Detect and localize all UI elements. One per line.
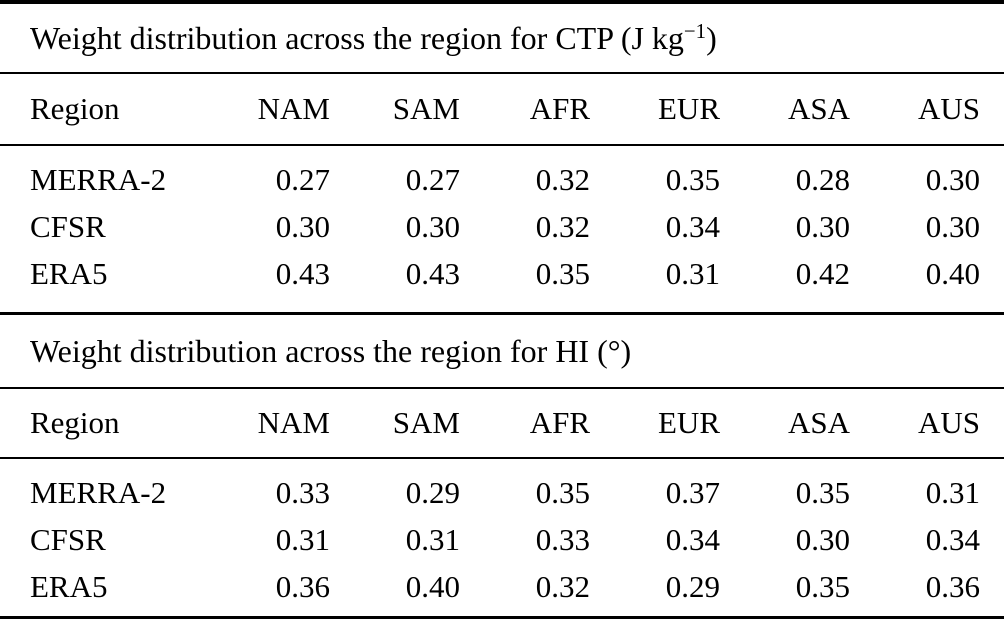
column-header-asa: ASA: [787, 91, 850, 126]
table-ctp-header-rule: [0, 144, 1004, 146]
value-cell: 0.34: [665, 522, 720, 557]
value-cell: 0.28: [795, 162, 850, 197]
value-cell: 0.35: [535, 256, 590, 291]
value-cell: 0.37: [665, 475, 720, 510]
column-header-afr: AFR: [529, 91, 590, 126]
row-label: CFSR: [30, 522, 106, 557]
table-row: ERA5 0.43 0.43 0.35 0.31 0.42 0.40: [0, 250, 1004, 297]
value-cell: 0.29: [405, 475, 460, 510]
value-cell: 0.30: [795, 209, 850, 244]
value-cell: 0.30: [275, 209, 330, 244]
value-cell: 0.35: [665, 162, 720, 197]
row-label: MERRA-2: [30, 162, 167, 197]
column-header-sam: SAM: [392, 405, 460, 440]
bottom-rule: [0, 616, 1004, 619]
column-header-region: Region: [30, 405, 120, 440]
row-label: ERA5: [30, 256, 108, 291]
row-label: CFSR: [30, 209, 106, 244]
column-header-aus: AUS: [917, 405, 980, 440]
table-hi-title: Weight distribution across the region fo…: [0, 315, 1004, 387]
value-cell: 0.30: [795, 522, 850, 557]
value-cell: 0.40: [405, 569, 460, 604]
value-cell: 0.31: [275, 522, 330, 557]
column-header-nam: NAM: [257, 91, 330, 126]
table-hi-body: MERRA-2 0.33 0.29 0.35 0.37 0.35 0.31 CF…: [0, 459, 1004, 616]
value-cell: 0.27: [405, 162, 460, 197]
value-cell: 0.35: [795, 475, 850, 510]
table-hi-header-row: Region NAM SAM AFR EUR ASA AUS: [0, 389, 1004, 457]
table-row: ERA5 0.36 0.40 0.32 0.29 0.35 0.36: [0, 563, 1004, 610]
column-header-eur: EUR: [658, 405, 720, 440]
value-cell: 0.30: [405, 209, 460, 244]
value-cell: 0.30: [925, 209, 980, 244]
value-cell: 0.34: [925, 522, 980, 557]
top-rule: [0, 0, 1004, 4]
table-ctp-title-text: Weight distribution across the region fo…: [30, 20, 684, 56]
value-cell: 0.31: [925, 475, 980, 510]
table-hi-header-rule: [0, 457, 1004, 459]
table-ctp: Weight distribution across the region fo…: [0, 4, 1004, 312]
table-row: CFSR 0.30 0.30 0.32 0.34 0.30 0.30: [0, 203, 1004, 250]
value-cell: 0.32: [535, 162, 590, 197]
table-hi-title-rule: [0, 387, 1004, 389]
table-hi-title-text: Weight distribution across the region fo…: [30, 333, 632, 369]
column-header-nam: NAM: [257, 405, 330, 440]
column-header-sam: SAM: [392, 91, 460, 126]
column-header-afr: AFR: [529, 405, 590, 440]
column-header-region: Region: [30, 91, 120, 126]
value-cell: 0.43: [275, 256, 330, 291]
table-ctp-title-close: ): [706, 20, 717, 56]
table-row: MERRA-2 0.33 0.29 0.35 0.37 0.35 0.31: [0, 469, 1004, 516]
column-header-aus: AUS: [917, 91, 980, 126]
value-cell: 0.42: [795, 256, 850, 291]
value-cell: 0.31: [665, 256, 720, 291]
table-ctp-title: Weight distribution across the region fo…: [0, 4, 1004, 72]
value-cell: 0.36: [275, 569, 330, 604]
table-hi: Weight distribution across the region fo…: [0, 315, 1004, 616]
row-label: MERRA-2: [30, 475, 167, 510]
value-cell: 0.33: [535, 522, 590, 557]
table-ctp-title-rule: [0, 72, 1004, 74]
value-cell: 0.34: [665, 209, 720, 244]
value-cell: 0.31: [405, 522, 460, 557]
value-cell: 0.32: [535, 209, 590, 244]
table-ctp-body: MERRA-2 0.27 0.27 0.32 0.35 0.28 0.30 CF…: [0, 146, 1004, 312]
column-header-asa: ASA: [787, 405, 850, 440]
value-cell: 0.40: [925, 256, 980, 291]
value-cell: 0.43: [405, 256, 460, 291]
table-row: MERRA-2 0.27 0.27 0.32 0.35 0.28 0.30: [0, 156, 1004, 203]
value-cell: 0.30: [925, 162, 980, 197]
value-cell: 0.36: [925, 569, 980, 604]
value-cell: 0.27: [275, 162, 330, 197]
column-header-eur: EUR: [658, 91, 720, 126]
value-cell: 0.32: [535, 569, 590, 604]
value-cell: 0.33: [275, 475, 330, 510]
table-ctp-header-row: Region NAM SAM AFR EUR ASA AUS: [0, 74, 1004, 144]
value-cell: 0.35: [535, 475, 590, 510]
table-separator-rule: [0, 312, 1004, 315]
table-ctp-title-superscript: −1: [683, 19, 707, 43]
row-label: ERA5: [30, 569, 108, 604]
value-cell: 0.35: [795, 569, 850, 604]
value-cell: 0.29: [665, 569, 720, 604]
table-row: CFSR 0.31 0.31 0.33 0.34 0.30 0.34: [0, 516, 1004, 563]
